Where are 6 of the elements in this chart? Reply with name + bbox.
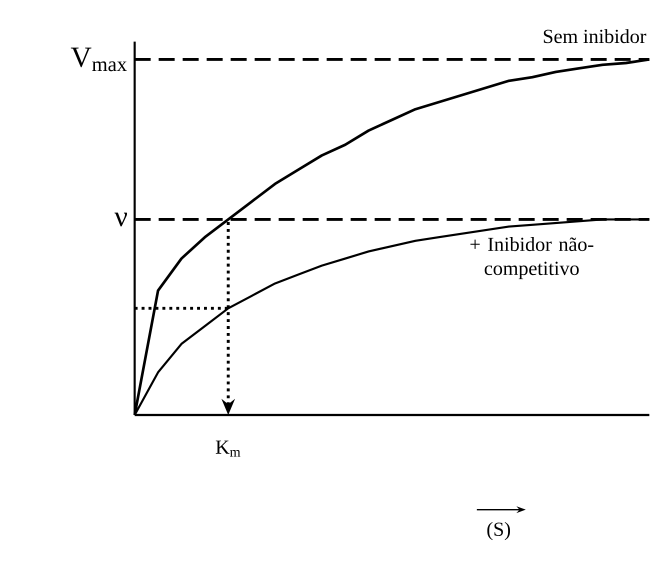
series-label: + Inibidor não-competitivo <box>470 237 594 280</box>
text: K$_{m}$ <box>216 440 240 457</box>
ref-line-label: ν <box>114 212 128 226</box>
text: (S) <box>487 522 510 540</box>
series-label: Sem inibidor <box>544 29 646 44</box>
ref-line-label: V$_{max}$ <box>70 48 127 72</box>
